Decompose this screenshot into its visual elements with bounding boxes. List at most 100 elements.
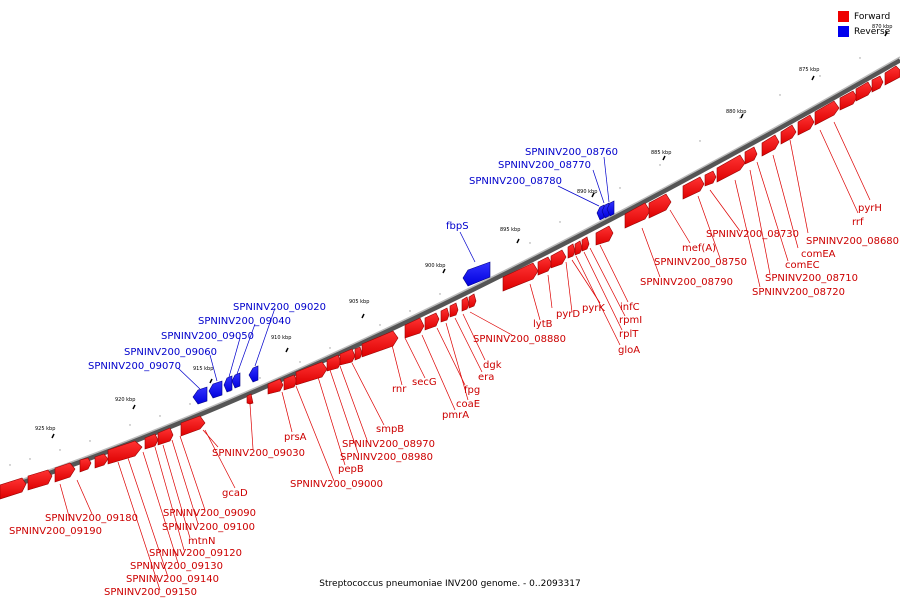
gene-label: SPNINV200_09150 — [104, 587, 197, 598]
legend: Forward Reverse — [838, 9, 890, 39]
gene-label: SPNINV200_08980 — [340, 452, 433, 463]
svg-text:890 kbp: 890 kbp — [577, 189, 597, 195]
gene-label: smpB — [376, 424, 404, 435]
gene-fwd — [246, 393, 254, 405]
gene-fwd — [267, 378, 284, 395]
tick-915: 915 kbp — [193, 366, 213, 384]
gene-fwd — [424, 312, 440, 331]
gene-fwd — [550, 249, 567, 269]
reverse-swatch — [838, 26, 849, 37]
gene-label: comEC — [785, 260, 820, 271]
tick-905: 905 kbp — [349, 299, 369, 319]
reverse-labels: SPNINV200_08760 SPNINV200_08770 SPNINV20… — [88, 147, 618, 372]
gene-label: mef(A) — [682, 243, 716, 254]
gene-label: SPNINV200_08750 — [654, 257, 747, 268]
forward-swatch — [838, 11, 849, 22]
gene-fwd — [440, 307, 450, 323]
gene-label: SPNINV200_09020 — [233, 302, 326, 313]
gene-label: SPNINV200_09120 — [149, 548, 242, 559]
gene-label: pyrD — [556, 309, 580, 320]
gene-fwd — [107, 440, 143, 465]
svg-text:885 kbp: 885 kbp — [651, 150, 671, 156]
gene-fwd — [744, 146, 758, 165]
gene-fwd — [79, 457, 92, 473]
svg-text:920 kbp: 920 kbp — [115, 397, 135, 403]
gene-label: comEA — [801, 249, 836, 260]
gene-label: SPNINV200_08730 — [706, 229, 799, 240]
gene-label: SPNINV200_08720 — [752, 287, 845, 298]
gene-label: pyrK — [582, 303, 605, 314]
leader-lines-reverse — [177, 156, 610, 390]
gene-label: SPNINV200_09090 — [163, 508, 256, 519]
legend-reverse-label: Reverse — [854, 26, 891, 37]
gene-label: SPNINV200_08760 — [525, 147, 618, 158]
tick-870: 870 kbp — [872, 24, 892, 37]
gene-label: SPNINV200_08770 — [498, 160, 591, 171]
gene-fwd — [404, 317, 425, 339]
gene-label: SPNINV200_09070 — [88, 361, 181, 372]
gene-fwd — [361, 330, 399, 358]
gene-fwd — [682, 176, 705, 200]
gene-label: secG — [412, 377, 437, 388]
gene-fwd — [797, 114, 815, 136]
gene-rev — [192, 386, 208, 405]
gene-fwd — [871, 75, 884, 93]
gene-fwd — [157, 427, 174, 446]
leader-lines-forward — [59, 121, 871, 591]
svg-text:880 kbp: 880 kbp — [726, 109, 746, 115]
tick-925: 925 kbp — [35, 426, 55, 439]
gene-fwd — [94, 453, 109, 469]
gene-label: rplT — [619, 329, 639, 340]
gene-fwd — [648, 193, 672, 219]
gene-fwd — [283, 374, 298, 391]
gene-fwd — [884, 65, 900, 86]
gene-fwd — [814, 100, 840, 126]
gene-fwd — [180, 415, 206, 437]
gene-fwd — [581, 236, 590, 252]
gene-fwd — [326, 354, 342, 372]
gene-fwd — [339, 348, 356, 366]
gene-fwd — [354, 346, 363, 361]
gene-label: SPNINV200_08680 — [806, 236, 899, 247]
tick-910: 910 kbp — [271, 335, 291, 353]
gene-label: infC — [620, 302, 640, 313]
svg-text:905 kbp: 905 kbp — [349, 299, 369, 305]
gene-label: SPNINV200_08880 — [473, 334, 566, 345]
forward-labels: pyrH rrf SPNINV200_08680 comEA comEC SPN… — [9, 203, 899, 598]
svg-text:910 kbp: 910 kbp — [271, 335, 291, 341]
gene-fwd — [780, 124, 797, 145]
gene-fwd — [295, 361, 328, 386]
svg-text:900 kbp: 900 kbp — [425, 263, 445, 269]
gene-label: fbpS — [446, 221, 469, 232]
gene-label: SPNINV200_09130 — [130, 561, 223, 572]
svg-text:895 kbp: 895 kbp — [500, 227, 520, 233]
gene-fwd — [574, 240, 583, 256]
gene-label: rrf — [852, 217, 864, 228]
gene-label: coaE — [456, 399, 480, 410]
gene-label: SPNINV200_08970 — [342, 439, 435, 450]
reverse-genes — [192, 200, 615, 405]
gene-label: SPNINV200_08780 — [469, 176, 562, 187]
gene-rev — [596, 204, 605, 221]
gene-label: rpmI — [619, 315, 642, 326]
gene-fwd — [461, 296, 470, 312]
gene-label: pepB — [338, 464, 364, 475]
gene-fwd — [144, 433, 159, 450]
gene-fwd — [449, 302, 459, 318]
gene-label: lytB — [533, 319, 553, 330]
gene-fwd — [27, 469, 53, 491]
gene-label: SPNINV200_09030 — [212, 448, 305, 459]
gene-fwd — [468, 293, 477, 309]
gene-label: gloA — [618, 345, 640, 356]
legend-reverse: Reverse — [838, 24, 890, 39]
gene-label: SPNINV200_09180 — [45, 513, 138, 524]
gene-rev — [208, 380, 223, 399]
gene-label: gcaD — [222, 488, 248, 499]
tick-885: 885 kbp — [651, 150, 671, 161]
gene-label: SPNINV200_08790 — [640, 277, 733, 288]
gene-label: SPNINV200_09100 — [162, 522, 255, 533]
tick-880: 880 kbp — [726, 109, 746, 119]
gene-label: fpg — [464, 385, 480, 396]
gene-fwd — [0, 477, 27, 500]
